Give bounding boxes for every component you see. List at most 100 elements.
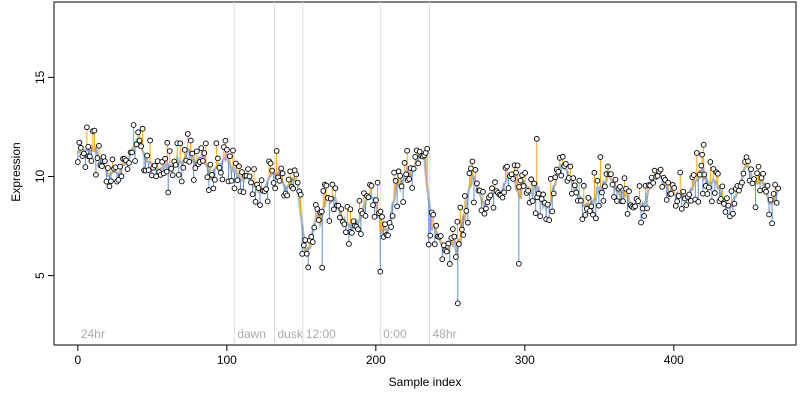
- data-point: [617, 183, 623, 190]
- data-point: [755, 163, 762, 170]
- data-point: [580, 182, 587, 189]
- data-point: [103, 178, 110, 185]
- data-point: [460, 232, 467, 238]
- data-point: [452, 254, 459, 260]
- data-point: [517, 177, 524, 184]
- data-point: [699, 151, 705, 158]
- data-point: [252, 198, 259, 205]
- data-point: [401, 160, 408, 166]
- data-point: [117, 163, 123, 170]
- data-point: [573, 189, 580, 196]
- data-point: [770, 190, 777, 197]
- data-point: [767, 196, 774, 203]
- y-tick-label: 15: [33, 70, 47, 84]
- data-point: [537, 213, 544, 220]
- data-point: [341, 221, 348, 228]
- data-point: [760, 170, 766, 177]
- data-point: [267, 160, 274, 167]
- data-point: [483, 205, 489, 212]
- data-point: [347, 206, 354, 213]
- data-point: [533, 135, 540, 142]
- data-point: [231, 185, 238, 192]
- data-point: [246, 173, 253, 180]
- data-point: [641, 213, 647, 219]
- data-point: [377, 208, 384, 215]
- data-point: [609, 181, 616, 188]
- data-point: [651, 167, 658, 174]
- data-point: [582, 212, 589, 218]
- data-point: [514, 162, 521, 169]
- data-point: [540, 191, 547, 198]
- data-point: [213, 140, 220, 147]
- data-point: [611, 194, 617, 200]
- data-point: [219, 176, 226, 183]
- data-point: [85, 143, 92, 150]
- data-point: [731, 200, 738, 207]
- data-point: [209, 172, 215, 178]
- data-point: [562, 160, 569, 167]
- y-tick-label: 5: [33, 272, 47, 279]
- data-point: [588, 203, 595, 210]
- data-point: [362, 213, 369, 219]
- data-point: [504, 163, 510, 170]
- data-point: [285, 176, 292, 183]
- data-point: [311, 224, 318, 231]
- data-point: [379, 213, 385, 220]
- data-point: [94, 155, 101, 161]
- data-point: [709, 198, 715, 205]
- data-point: [204, 174, 211, 181]
- data-point: [263, 186, 269, 192]
- data-point: [474, 180, 480, 187]
- x-tick-label: 200: [366, 353, 386, 367]
- data-point: [199, 157, 206, 164]
- data-point: [525, 187, 531, 194]
- data-point: [264, 198, 271, 205]
- x-axis-title: Sample index: [389, 375, 462, 389]
- data-point: [318, 208, 325, 215]
- data-point: [145, 167, 152, 173]
- data-point: [591, 169, 598, 176]
- data-point: [255, 185, 262, 191]
- data-point: [240, 189, 247, 195]
- data-point: [605, 163, 611, 170]
- data-point: [193, 148, 200, 155]
- data-point: [323, 182, 330, 189]
- data-point: [456, 241, 462, 247]
- data-point: [404, 147, 410, 154]
- data-point: [546, 217, 553, 223]
- data-point: [147, 137, 153, 144]
- data-point: [638, 219, 644, 226]
- data-point: [290, 185, 297, 192]
- data-point: [81, 150, 87, 157]
- data-point: [169, 172, 176, 178]
- data-point: [677, 169, 684, 176]
- data-point: [391, 169, 397, 176]
- data-point: [374, 179, 381, 186]
- data-point: [181, 146, 188, 153]
- data-point: [115, 176, 122, 183]
- data-point: [355, 226, 361, 232]
- data-point: [91, 127, 98, 134]
- data-point: [644, 205, 650, 212]
- data-point: [437, 233, 444, 239]
- data-point: [215, 155, 221, 162]
- data-point: [471, 199, 477, 206]
- data-point: [704, 191, 711, 197]
- x-tick-label: 0: [74, 353, 81, 367]
- data-point: [510, 176, 516, 182]
- data-point: [725, 202, 732, 209]
- data-point: [484, 199, 491, 205]
- data-point: [358, 231, 364, 237]
- data-point: [451, 233, 458, 240]
- data-point: [590, 211, 596, 218]
- data-point: [675, 193, 682, 199]
- data-point: [230, 147, 236, 154]
- data-point: [463, 208, 470, 214]
- data-point: [273, 148, 280, 154]
- data-point: [389, 213, 396, 219]
- data-point: [287, 168, 294, 175]
- data-point: [621, 175, 628, 181]
- data-point: [368, 182, 375, 189]
